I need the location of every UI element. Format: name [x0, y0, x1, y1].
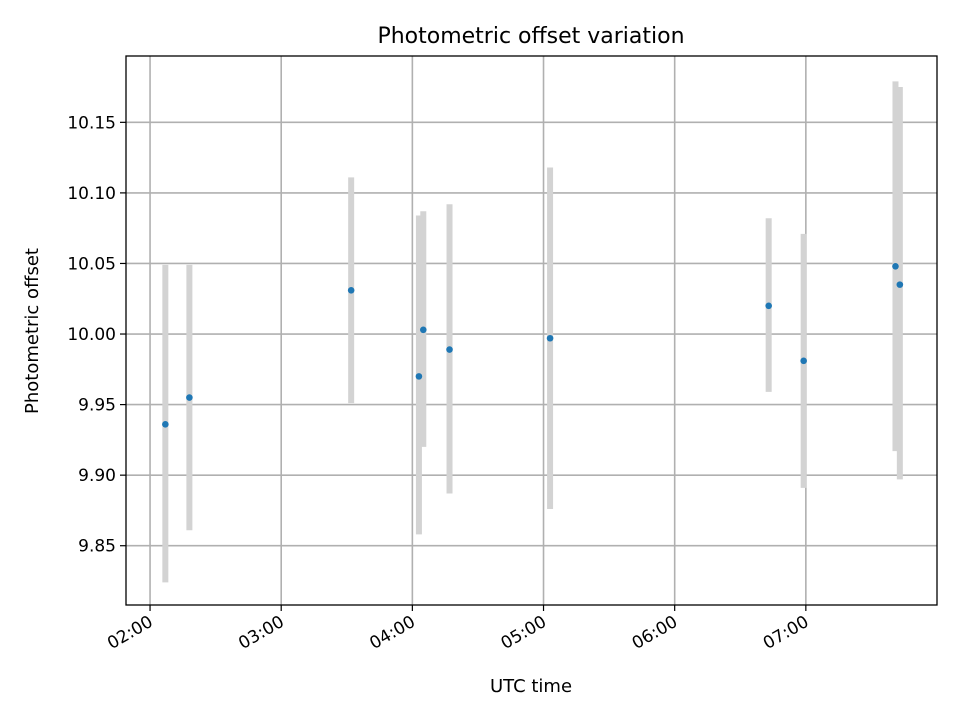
- x-tick-label: 05:00: [498, 612, 550, 654]
- data-point: [415, 373, 423, 380]
- x-tick-label: 07:00: [760, 612, 812, 654]
- data-point: [446, 346, 453, 353]
- data-point: [419, 326, 427, 334]
- data-point: [186, 394, 193, 401]
- x-tick-label: 04:00: [366, 612, 418, 654]
- x-tick-label: 03:00: [235, 612, 287, 654]
- data-point: [800, 357, 807, 365]
- y-tick-label: 9.95: [78, 396, 116, 416]
- y-tick-label: 9.90: [78, 466, 116, 486]
- y-tick-label: 10.00: [67, 325, 116, 345]
- data-point: [892, 262, 899, 270]
- x-tick-label: 02:00: [104, 612, 156, 654]
- data-point: [896, 281, 904, 288]
- y-tick-label: 9.85: [78, 537, 116, 557]
- y-axis-label: Photometric offset: [22, 248, 43, 414]
- plot-frame: [125, 55, 938, 606]
- chart-title: Photometric offset variation: [377, 24, 684, 49]
- y-axis-ticks: 9.85 9.90 9.95 10.00 10.05 10.10 10.15: [67, 113, 126, 557]
- data-points: [162, 262, 904, 428]
- y-tick-label: 10.15: [67, 113, 116, 133]
- grid: [126, 56, 937, 605]
- y-tick-label: 10.10: [67, 184, 116, 204]
- data-point: [162, 421, 169, 428]
- data-point: [347, 286, 355, 294]
- x-tick-label: 06:00: [629, 612, 681, 654]
- data-point: [765, 302, 772, 310]
- x-axis-ticks: 02:00 03:00 04:00 05:00 06:00 07:00: [104, 605, 812, 654]
- error-bars: [162, 81, 903, 583]
- data-point: [546, 334, 554, 342]
- y-tick-label: 10.05: [67, 254, 116, 274]
- x-axis-label: UTC time: [490, 676, 572, 697]
